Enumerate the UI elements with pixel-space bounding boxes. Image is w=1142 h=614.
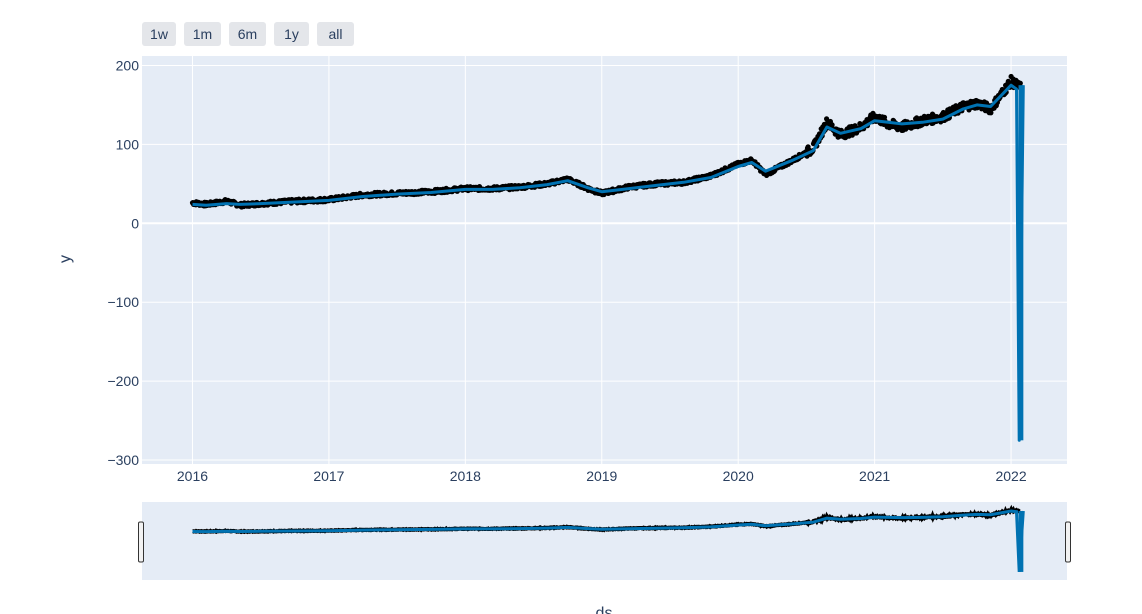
range-slider-left-handle[interactable]: [138, 521, 144, 563]
x-tick-label: 2021: [859, 468, 890, 484]
x-tick-label: 2018: [450, 468, 481, 484]
x-tick-label: 2017: [313, 468, 344, 484]
y-axis: 200 100 0 −100 −200 −300: [107, 57, 139, 468]
y-tick-label: 0: [131, 215, 139, 231]
data-point: [1017, 80, 1023, 86]
range-button-1w[interactable]: 1w: [142, 22, 176, 46]
x-axis-title: ds: [596, 605, 613, 614]
range-slider-series: [192, 504, 1025, 573]
forecast-spike-band: [1018, 85, 1024, 441]
range-button-label: 1m: [193, 26, 212, 42]
y-tick-label: −100: [107, 294, 139, 310]
range-selector: 1w 1m 6m 1y all: [142, 22, 354, 46]
range-slider-forecast: [192, 509, 1025, 573]
y-tick-label: 100: [116, 136, 140, 152]
y-tick-label: −200: [107, 373, 139, 389]
y-tick-label: 200: [116, 57, 140, 73]
x-axis: 2016 2017 2018 2019 2020 2021 2022: [177, 468, 1027, 484]
range-slider-right-handle[interactable]: [1065, 521, 1071, 563]
range-button-label: 6m: [238, 26, 257, 42]
x-tick-label: 2019: [586, 468, 617, 484]
range-button-label: 1w: [150, 26, 169, 42]
range-button-label: all: [328, 26, 342, 42]
series-layer: [189, 73, 1025, 442]
range-button-6m[interactable]: 6m: [229, 22, 266, 46]
x-tick-label: 2020: [723, 468, 754, 484]
range-button-all[interactable]: all: [317, 22, 354, 46]
range-button-label: 1y: [284, 26, 299, 42]
data-point: [988, 110, 994, 116]
range-button-1m[interactable]: 1m: [184, 22, 221, 46]
x-tick-label: 2016: [177, 468, 208, 484]
forecast-line: [192, 83, 1025, 442]
y-tick-label: −300: [107, 452, 139, 468]
data-point: [829, 122, 835, 128]
y-axis-title: y: [57, 255, 74, 263]
range-slider[interactable]: [142, 502, 1067, 580]
grid-lines: [142, 56, 1067, 464]
range-button-1y[interactable]: 1y: [274, 22, 309, 46]
x-tick-label: 2022: [995, 468, 1026, 484]
range-slider-spike-band: [1018, 511, 1024, 572]
